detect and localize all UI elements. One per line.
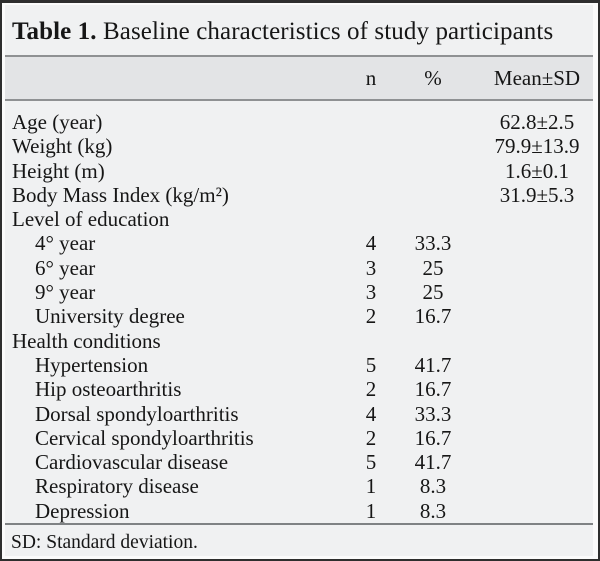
row-mean-sd-value: 1.6±0.1 <box>504 158 570 183</box>
row-n-value: 2 <box>365 377 377 402</box>
row-mean-sd-value <box>465 499 593 523</box>
row-n-value: 1 <box>365 474 377 499</box>
table-row: Depression 1 8.3 <box>5 499 593 523</box>
row-mean-sd-value <box>465 450 593 474</box>
row-percent-value: 16.7 <box>414 425 452 450</box>
table-row: Level of education <box>5 207 593 231</box>
row-mean-sd-value <box>465 280 593 304</box>
row-percent-value: 33.3 <box>414 231 452 256</box>
table-title: Table 1. Baseline characteristics of stu… <box>5 5 593 55</box>
table-row: University degree 2 16.7 <box>5 304 593 328</box>
row-n-value: 3 <box>365 280 377 305</box>
table-row: Dorsal spondyloarthritis 4 33.3 <box>5 402 593 426</box>
row-label: Hip osteoarthritis <box>35 377 182 402</box>
footnote-divider <box>5 523 593 526</box>
row-percent-value <box>401 110 465 134</box>
row-percent-value: 33.3 <box>414 401 452 426</box>
table-row: 9° year 3 25 <box>5 280 593 304</box>
row-percent-value <box>401 159 465 183</box>
row-mean-sd-value <box>465 377 593 401</box>
row-n-value <box>341 110 401 134</box>
row-mean-sd-value <box>465 426 593 450</box>
row-n-value <box>341 329 401 353</box>
header-cell-mean-sd: Mean±SD <box>493 65 581 90</box>
row-n-value: 2 <box>365 304 377 329</box>
row-percent-value: 41.7 <box>414 352 452 377</box>
row-label: Cervical spondyloarthritis <box>35 425 254 450</box>
row-label: Cardiovascular disease <box>35 450 229 475</box>
table-title-text: Baseline characteristics of study partic… <box>96 18 554 45</box>
row-label: 9° year <box>35 280 96 305</box>
row-mean-sd-value <box>465 231 593 255</box>
row-n-value: 4 <box>365 231 377 256</box>
row-n-value <box>341 183 401 207</box>
row-percent-value: 16.7 <box>414 304 452 329</box>
row-label: Dorsal spondyloarthritis <box>35 401 239 426</box>
row-label: Health conditions <box>12 328 161 353</box>
row-mean-sd-value <box>465 329 593 353</box>
row-mean-sd-value: 62.8±2.5 <box>499 110 575 134</box>
row-label: Height (m) <box>12 158 105 183</box>
row-percent-value <box>401 183 465 207</box>
row-n-value: 4 <box>365 401 377 426</box>
row-percent-value: 25 <box>422 280 444 305</box>
table-footnote: SD: Standard deviation. <box>11 532 198 554</box>
table-body: Age (year) 62.8±2.5 Weight (kg) 79.9±13.9 He… <box>5 101 593 523</box>
table-number: Table 1. <box>12 18 97 45</box>
row-n-value: 5 <box>365 352 377 377</box>
row-label: Depression <box>35 498 130 523</box>
row-label: 4° year <box>35 231 96 256</box>
table-row: Age (year) 62.8±2.5 <box>5 110 593 134</box>
row-percent-value: 8.3 <box>419 498 447 523</box>
table-row: Hypertension 5 41.7 <box>5 353 593 377</box>
row-percent-value: 16.7 <box>414 377 452 402</box>
table-row: Height (m) 1.6±0.1 <box>5 159 593 183</box>
row-n-value: 1 <box>365 498 377 523</box>
table-row: Weight (kg) 79.9±13.9 <box>5 134 593 158</box>
table-header-row: n % Mean±SD <box>5 57 593 99</box>
row-n-value <box>341 134 401 158</box>
row-percent-value: 25 <box>422 255 444 280</box>
row-label: Level of education <box>12 207 170 232</box>
table-row: Health conditions <box>5 329 593 353</box>
row-mean-sd-value <box>465 304 593 328</box>
row-mean-sd-value <box>465 353 593 377</box>
header-divider <box>5 99 593 101</box>
row-label: Respiratory disease <box>35 474 199 499</box>
row-n-value: 2 <box>365 425 377 450</box>
row-n-value: 5 <box>365 450 377 475</box>
row-percent-value <box>401 207 465 231</box>
table-content: Table 1. Baseline characteristics of stu… <box>5 5 593 556</box>
row-label: Weight (kg) <box>12 134 113 159</box>
table-row: Hip osteoarthritis 2 16.7 <box>5 377 593 401</box>
row-mean-sd-value <box>465 402 593 426</box>
table-row: Cardiovascular disease 5 41.7 <box>5 450 593 474</box>
row-percent-value <box>401 134 465 158</box>
row-percent-value: 41.7 <box>414 450 452 475</box>
row-n-value <box>341 207 401 231</box>
table-row: Body Mass Index (kg/m²) 31.9±5.3 <box>5 183 593 207</box>
table-row: Respiratory disease 1 8.3 <box>5 474 593 498</box>
row-label: 6° year <box>35 255 96 280</box>
header-cell-percent: % <box>424 65 442 90</box>
table-row: 6° year 3 25 <box>5 256 593 280</box>
row-label: University degree <box>35 304 185 329</box>
row-n-value: 3 <box>365 255 377 280</box>
row-label: Age (year) <box>12 110 103 134</box>
row-label: Hypertension <box>35 352 149 377</box>
table-row: Cervical spondyloarthritis 2 16.7 <box>5 426 593 450</box>
header-cell-n: n <box>365 65 377 90</box>
row-mean-sd-value <box>465 256 593 280</box>
row-mean-sd-value: 31.9±5.3 <box>499 182 575 207</box>
row-percent-value <box>401 329 465 353</box>
row-n-value <box>341 159 401 183</box>
title-divider <box>5 55 593 57</box>
row-percent-value: 8.3 <box>419 474 447 499</box>
row-mean-sd-value <box>465 207 593 231</box>
row-mean-sd-value: 79.9±13.9 <box>494 134 580 159</box>
table-row: 4° year 4 33.3 <box>5 231 593 255</box>
row-label: Body Mass Index (kg/m²) <box>12 182 229 207</box>
row-mean-sd-value <box>465 474 593 498</box>
